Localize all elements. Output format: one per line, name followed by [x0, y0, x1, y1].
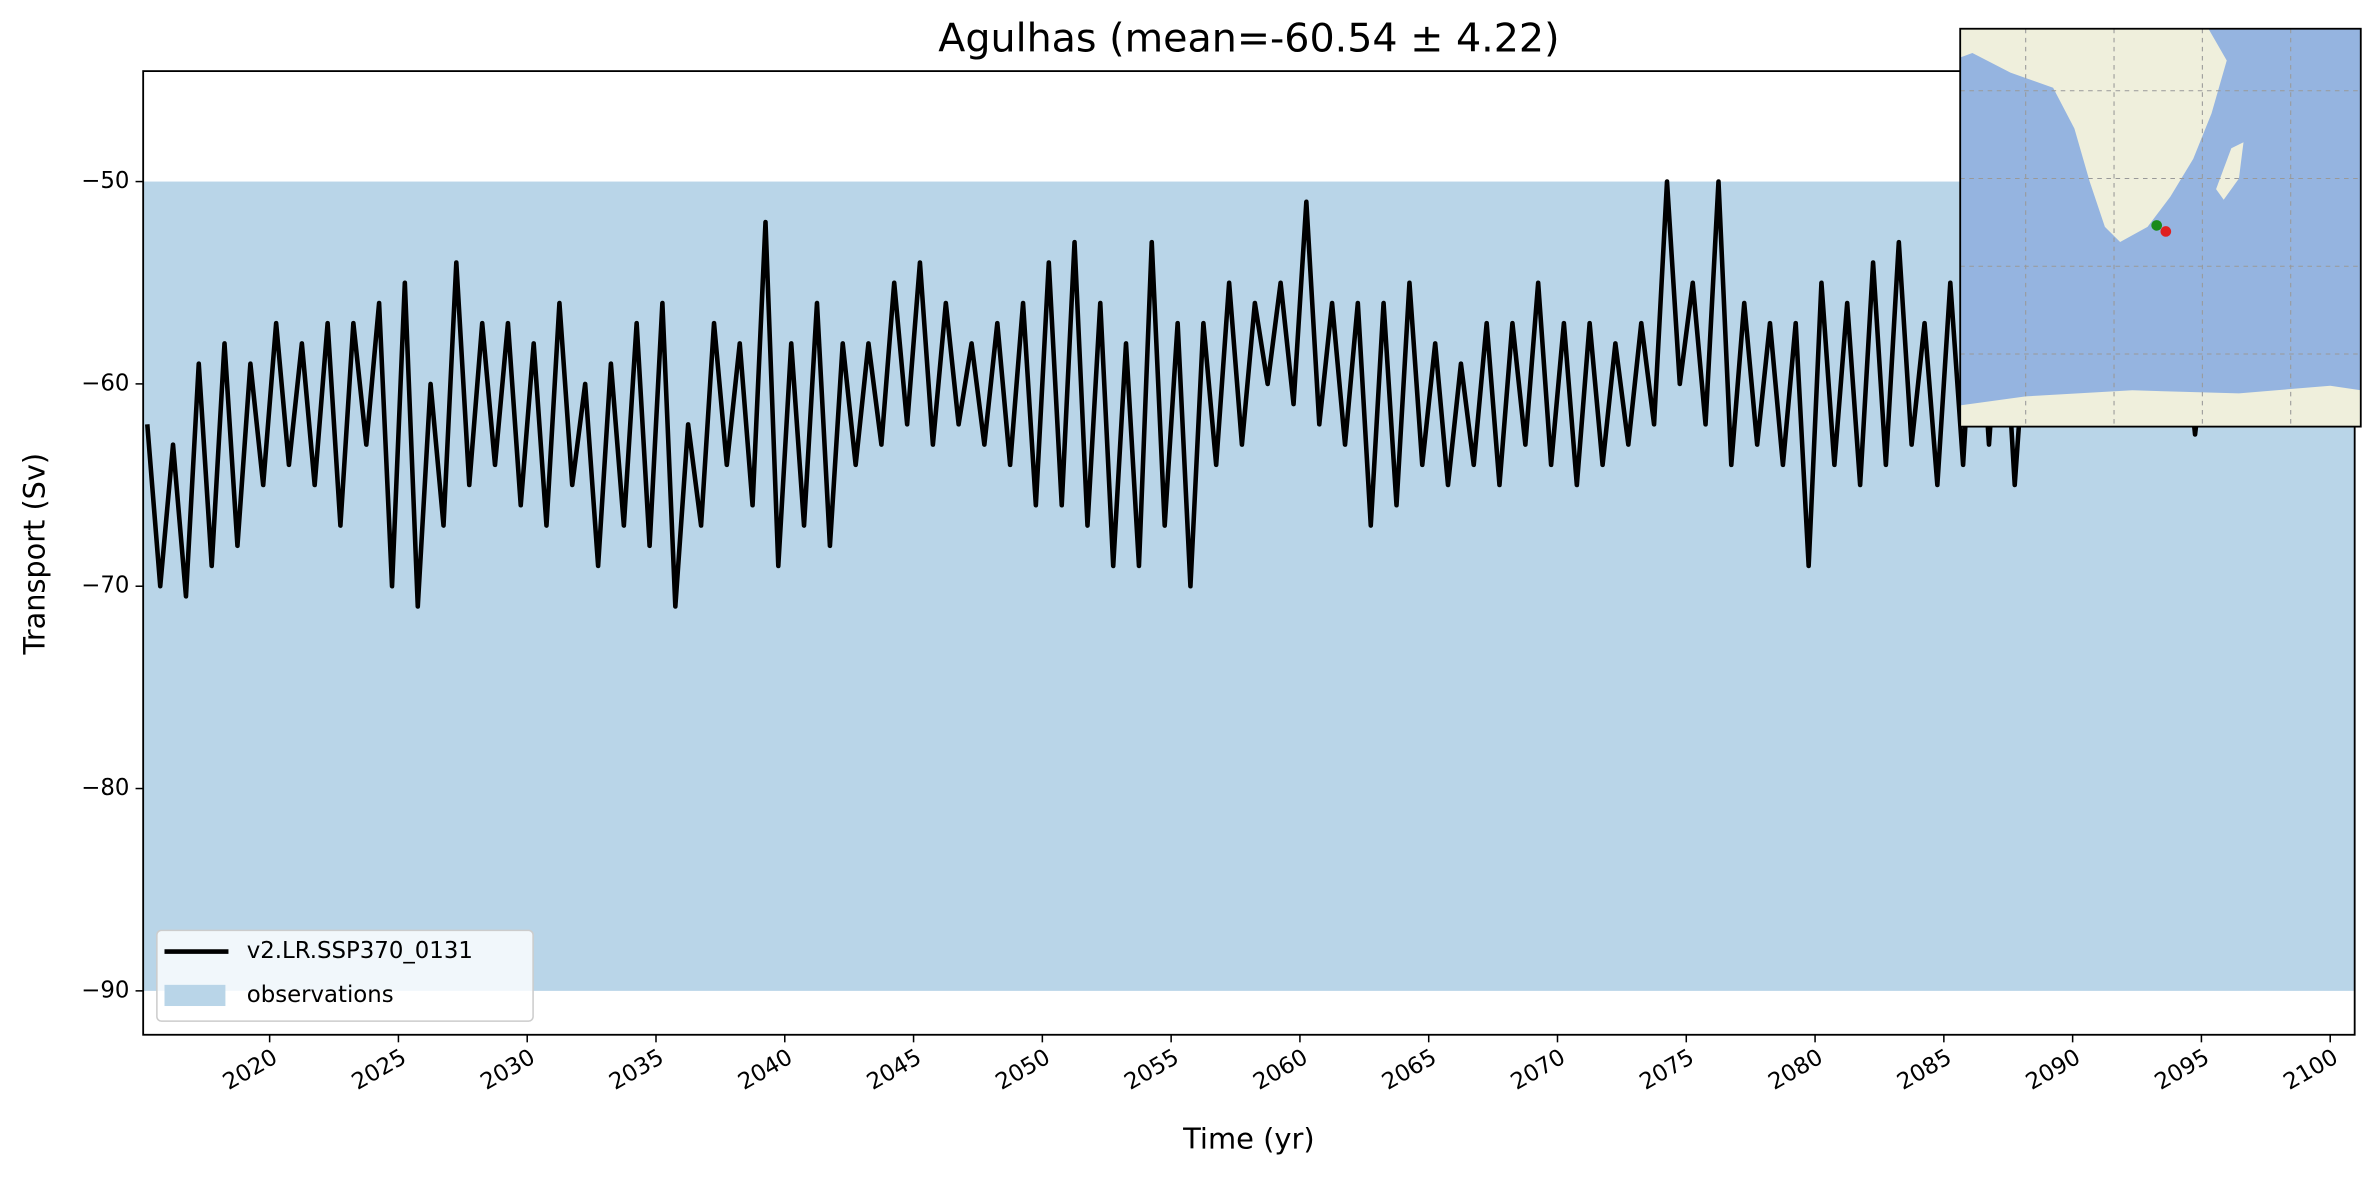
axes-frame: [142, 70, 2356, 1036]
map-marker: [2151, 220, 2163, 231]
x-tick-label: 2030: [476, 1044, 539, 1095]
legend-patch: [164, 984, 226, 1007]
x-axis-label: Time (yr): [1182, 1122, 1315, 1156]
x-tick-label: 2035: [605, 1044, 668, 1095]
y-tick-label: −50: [81, 168, 129, 194]
x-tick-label: 2025: [347, 1044, 410, 1095]
x-tick-label: 2040: [734, 1044, 797, 1095]
y-tick-label: −80: [81, 775, 129, 801]
x-tick-label: 2095: [2150, 1044, 2213, 1095]
x-tick-label: 2075: [1635, 1044, 1698, 1095]
map-marker: [2160, 226, 2172, 237]
y-tick-label: −60: [81, 370, 129, 396]
x-tick-label: 2020: [219, 1044, 282, 1095]
map-grid: [1960, 28, 2361, 427]
legend: v2.LR.SSP370_0131 observations: [156, 929, 534, 1022]
legend-box: [156, 929, 534, 1022]
y-axis-label: Transport (Sv): [17, 453, 51, 656]
x-tick-label: 2055: [1120, 1044, 1183, 1095]
chart-title: Agulhas (mean=-60.54 ± 4.22): [938, 15, 1559, 61]
y-tick-label: −90: [81, 977, 129, 1003]
legend-label: v2.LR.SSP370_0131: [247, 938, 473, 964]
x-tick-label: 2085: [1893, 1044, 1956, 1095]
x-tick-label: 2090: [2022, 1044, 2085, 1095]
map-frame: [1959, 27, 2362, 428]
legend-label: observations: [247, 982, 394, 1008]
x-tick-label: 2060: [1249, 1044, 1312, 1095]
map-land: [1960, 28, 2227, 243]
x-tick-label: 2070: [1506, 1044, 1569, 1095]
inset-map: [1959, 27, 2362, 428]
x-tick-label: 2100: [2279, 1044, 2342, 1095]
x-tick-label: 2045: [863, 1044, 926, 1095]
x-tick-label: 2065: [1378, 1044, 1441, 1095]
map-land: [1960, 385, 2361, 427]
x-tick-label: 2050: [991, 1044, 1054, 1095]
map-land: [2216, 142, 2244, 200]
y-tick-label: −70: [81, 573, 129, 599]
x-tick-label: 2080: [1764, 1044, 1827, 1095]
